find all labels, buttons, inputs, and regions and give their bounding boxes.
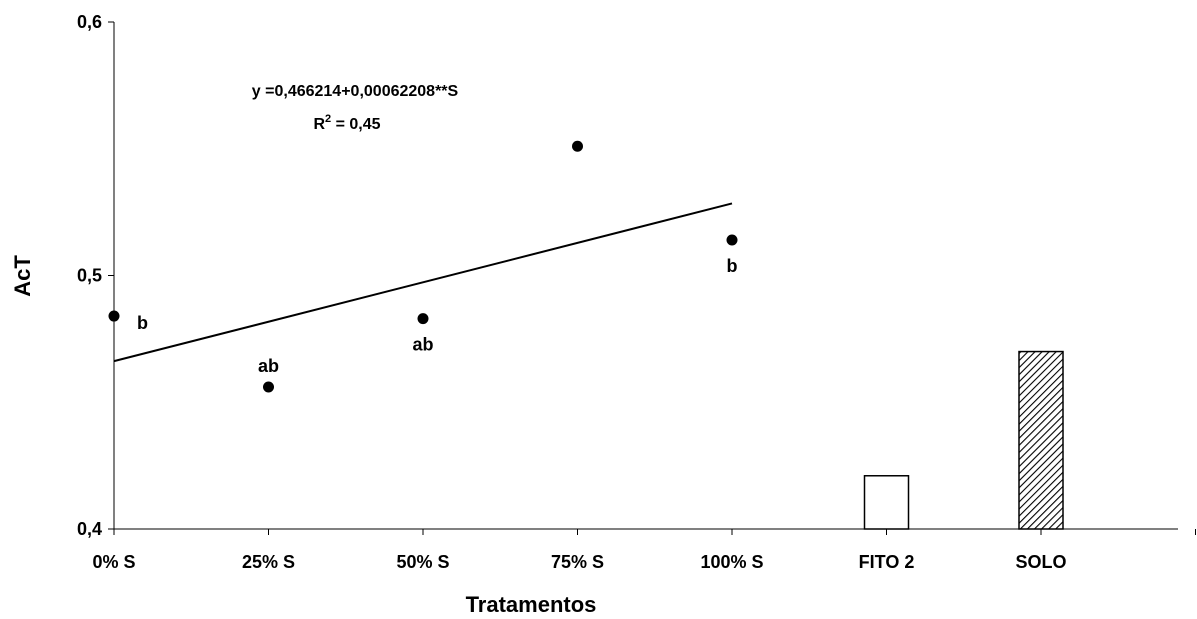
letters: b ab ab b [137,256,738,376]
y-tick-label-1: 0,5 [77,266,102,286]
regression-equation: y =0,466214+0,00062208**S [252,83,459,100]
bar-fito-2 [863,475,910,530]
r-squared: R2 = 0,45 [313,113,380,133]
x-tick-label-2: 50% S [396,552,449,572]
r-squared-prefix: R [313,116,325,133]
bar-solo [1018,350,1064,530]
regression [113,202,733,363]
y-tick-label-2: 0,6 [77,12,102,32]
point-letter-1: ab [258,356,279,376]
y-tick-label-0: 0,4 [77,519,102,539]
data-point-0 [108,310,120,322]
x-tick-label-3: 75% S [551,552,604,572]
r-squared-value: = 0,45 [331,116,380,133]
point-letter-4: b [727,256,738,276]
bars [863,350,1064,530]
data-point-2 [417,313,429,325]
r-squared-sup: 2 [325,113,331,125]
data-point-4 [726,234,738,246]
data-point-1 [263,381,274,393]
x-tick-label-6: SOLO [1015,552,1066,572]
x-tick-label-4: 100% S [700,552,763,572]
x-tick-label-0: 0% S [92,552,135,572]
x-ticks: 0% S 25% S 50% S 75% S 100% S FITO 2 SOLO [92,529,1196,572]
x-tick-label-5: FITO 2 [859,552,915,572]
y-ticks: 0,4 0,5 0,6 [77,12,114,539]
data-point-3 [572,140,583,152]
point-letter-0: b [137,313,148,333]
x-axis-title: Tratamentos [466,592,597,617]
y-axis-title: AcT [10,255,35,297]
regression-line [113,202,733,363]
point-letter-2: ab [412,335,433,355]
points [108,140,738,393]
x-tick-label-1: 25% S [242,552,295,572]
